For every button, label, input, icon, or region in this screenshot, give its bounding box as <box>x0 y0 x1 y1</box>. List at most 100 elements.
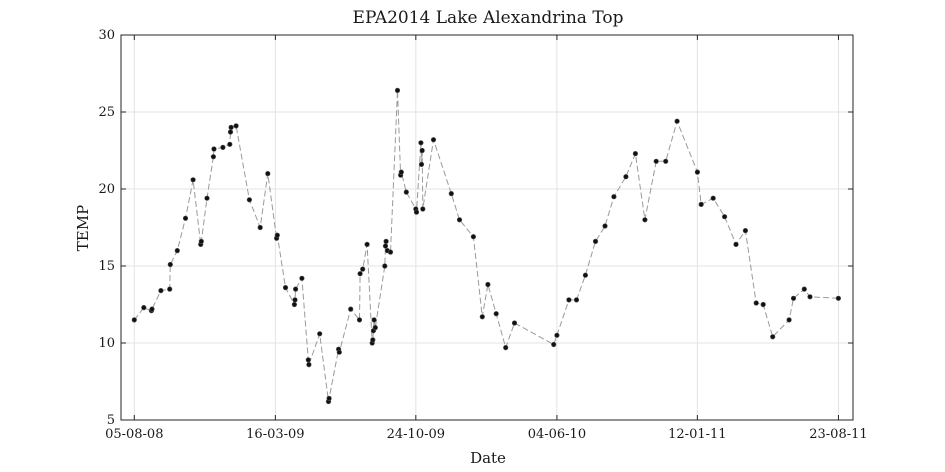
y-tick-label: 20 <box>98 182 115 197</box>
data-point <box>326 395 332 402</box>
data-point <box>698 201 704 207</box>
data-point <box>360 266 366 272</box>
series-line <box>133 90 839 402</box>
data-point <box>456 217 463 223</box>
data-point <box>493 311 499 317</box>
data-point <box>807 294 813 300</box>
data-point <box>760 301 766 308</box>
data-point <box>470 234 477 240</box>
data-point <box>448 191 454 197</box>
data-point <box>383 238 389 244</box>
data-point <box>479 314 485 320</box>
data-point <box>710 195 716 201</box>
data-point <box>299 275 305 281</box>
data-point <box>554 332 560 338</box>
data-point <box>790 295 797 301</box>
data-point <box>204 195 210 201</box>
data-point <box>293 286 299 292</box>
data-point <box>141 305 147 311</box>
data-point <box>211 146 217 152</box>
data-point <box>394 87 401 93</box>
data-point <box>753 300 759 306</box>
data-point <box>418 161 425 167</box>
y-tick-label: 5 <box>107 413 115 428</box>
x-tick-label: 12-01-11 <box>668 427 726 442</box>
data-point <box>419 147 425 154</box>
data-point <box>642 217 648 223</box>
data-point <box>801 286 807 292</box>
data-point <box>282 285 289 291</box>
x-axis-label: Date <box>470 449 506 467</box>
y-tick-label: 30 <box>98 28 115 43</box>
data-point <box>292 297 298 303</box>
data-point <box>167 286 173 292</box>
data-point <box>653 158 659 164</box>
data-point <box>317 331 323 337</box>
data-point <box>291 301 298 308</box>
data-point <box>503 345 509 351</box>
data-point <box>357 271 363 277</box>
data-point <box>420 206 426 212</box>
data-point <box>742 228 749 234</box>
data-point <box>602 223 608 229</box>
data-point <box>257 224 263 231</box>
data-point <box>149 306 155 312</box>
data-point <box>190 177 196 183</box>
grid <box>121 34 853 421</box>
data-point <box>305 357 311 363</box>
data-point <box>274 232 280 238</box>
data-point <box>348 306 354 312</box>
data-point <box>382 243 389 249</box>
data-point <box>198 238 204 244</box>
data-point <box>174 248 180 254</box>
data-point <box>131 317 137 323</box>
data-point <box>246 197 252 203</box>
data-point <box>371 317 377 323</box>
data-point <box>430 137 437 143</box>
data-point <box>623 174 629 180</box>
data-point <box>370 337 376 343</box>
labels: EPA2014 Lake Alexandrina Top Date TEMP <box>74 8 624 467</box>
data-point <box>721 214 728 220</box>
data-point <box>210 154 216 160</box>
data-point <box>220 144 226 150</box>
data-point <box>398 169 404 175</box>
x-tick-label: 16-03-09 <box>246 427 304 442</box>
data-point <box>835 295 842 301</box>
data-point <box>233 123 239 129</box>
data-point <box>227 141 233 147</box>
data-point <box>356 317 363 323</box>
data-point <box>387 249 394 255</box>
data-point <box>364 241 370 247</box>
x-tick-label: 23-08-11 <box>809 427 867 442</box>
data-point <box>167 261 173 268</box>
data-point <box>228 124 234 130</box>
series-temp <box>131 87 842 405</box>
data-point <box>770 334 776 340</box>
data-point <box>611 194 617 200</box>
data-point <box>336 349 342 355</box>
data-point <box>227 129 234 135</box>
chart-title: EPA2014 Lake Alexandrina Top <box>353 8 624 28</box>
data-point <box>566 297 572 303</box>
data-point <box>306 362 312 368</box>
data-point <box>485 281 491 288</box>
data-point <box>382 263 388 269</box>
data-point <box>694 169 701 175</box>
data-point <box>573 297 580 303</box>
data-point <box>372 325 378 331</box>
data-point <box>511 320 518 326</box>
data-point <box>182 215 189 221</box>
axes: 5 10 15 20 25 30 05-08-08 16-03-09 24-10-09 04-06… <box>98 28 867 442</box>
x-tick-label: 04-06-10 <box>528 427 586 442</box>
data-point <box>592 238 599 244</box>
plot-frame <box>120 34 854 421</box>
data-point <box>582 272 589 278</box>
y-tick-label: 25 <box>98 105 115 120</box>
data-point <box>551 341 557 348</box>
y-tick-label: 15 <box>98 259 115 274</box>
data-point <box>663 158 669 164</box>
x-tick-label: 24-10-09 <box>387 427 445 442</box>
data-point <box>674 118 680 124</box>
